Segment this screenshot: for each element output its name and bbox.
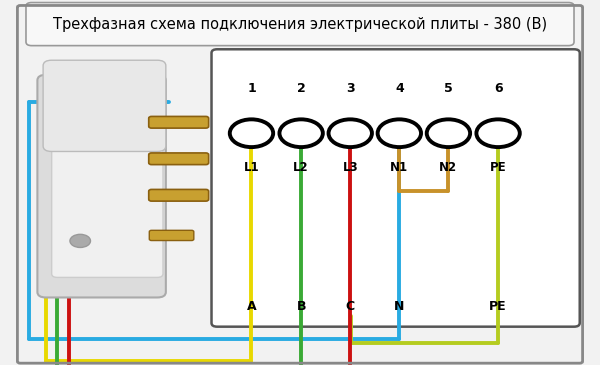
Text: N1: N1 [390,161,409,174]
Circle shape [476,119,520,147]
FancyBboxPatch shape [43,60,166,151]
Text: 2: 2 [297,82,305,95]
Text: L3: L3 [343,161,358,174]
FancyBboxPatch shape [52,88,163,277]
FancyBboxPatch shape [37,75,166,297]
Text: A: A [247,300,256,313]
Text: 3: 3 [346,82,355,95]
Text: 5: 5 [444,82,453,95]
FancyBboxPatch shape [149,116,209,128]
Circle shape [427,119,470,147]
Text: L1: L1 [244,161,259,174]
Text: C: C [346,300,355,313]
Text: B: B [296,300,306,313]
FancyBboxPatch shape [149,230,194,241]
FancyBboxPatch shape [26,3,574,46]
Text: L2: L2 [293,161,309,174]
FancyBboxPatch shape [149,189,209,201]
Text: PE: PE [490,161,506,174]
Text: N: N [394,300,404,313]
Circle shape [70,234,91,247]
Circle shape [280,119,323,147]
FancyBboxPatch shape [149,153,209,165]
Text: Трехфазная схема подключения электрической плиты - 380 (В): Трехфазная схема подключения электрическ… [53,16,547,32]
Circle shape [230,119,273,147]
Text: N2: N2 [439,161,457,174]
Text: PE: PE [489,300,507,313]
FancyBboxPatch shape [212,49,580,327]
Text: 6: 6 [494,82,502,95]
Circle shape [377,119,421,147]
Text: 1: 1 [247,82,256,95]
Circle shape [329,119,372,147]
Text: 4: 4 [395,82,404,95]
